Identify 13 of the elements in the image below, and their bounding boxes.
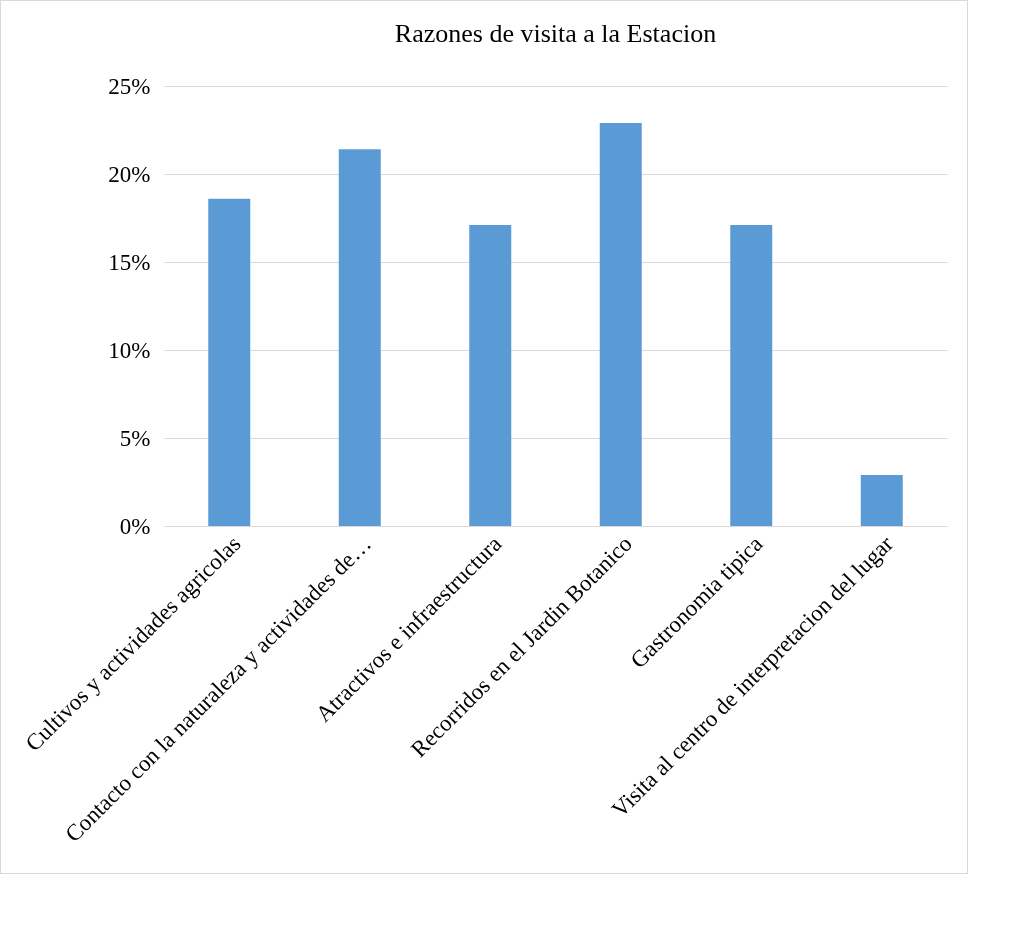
y-tick-label: 10% [108, 337, 151, 363]
y-tick-label: 15% [108, 249, 151, 275]
y-tick-label: 0% [119, 513, 151, 539]
y-tick-label: 25% [108, 73, 151, 99]
y-tick-label: 5% [119, 425, 151, 451]
bar [208, 198, 251, 526]
y-tick-label: 20% [108, 161, 151, 187]
bar [730, 225, 773, 526]
bar [469, 225, 512, 526]
bar [860, 474, 903, 526]
bar [599, 122, 642, 526]
bar [338, 149, 381, 526]
chart-title: Razones de visita a la Estacion [394, 19, 717, 48]
